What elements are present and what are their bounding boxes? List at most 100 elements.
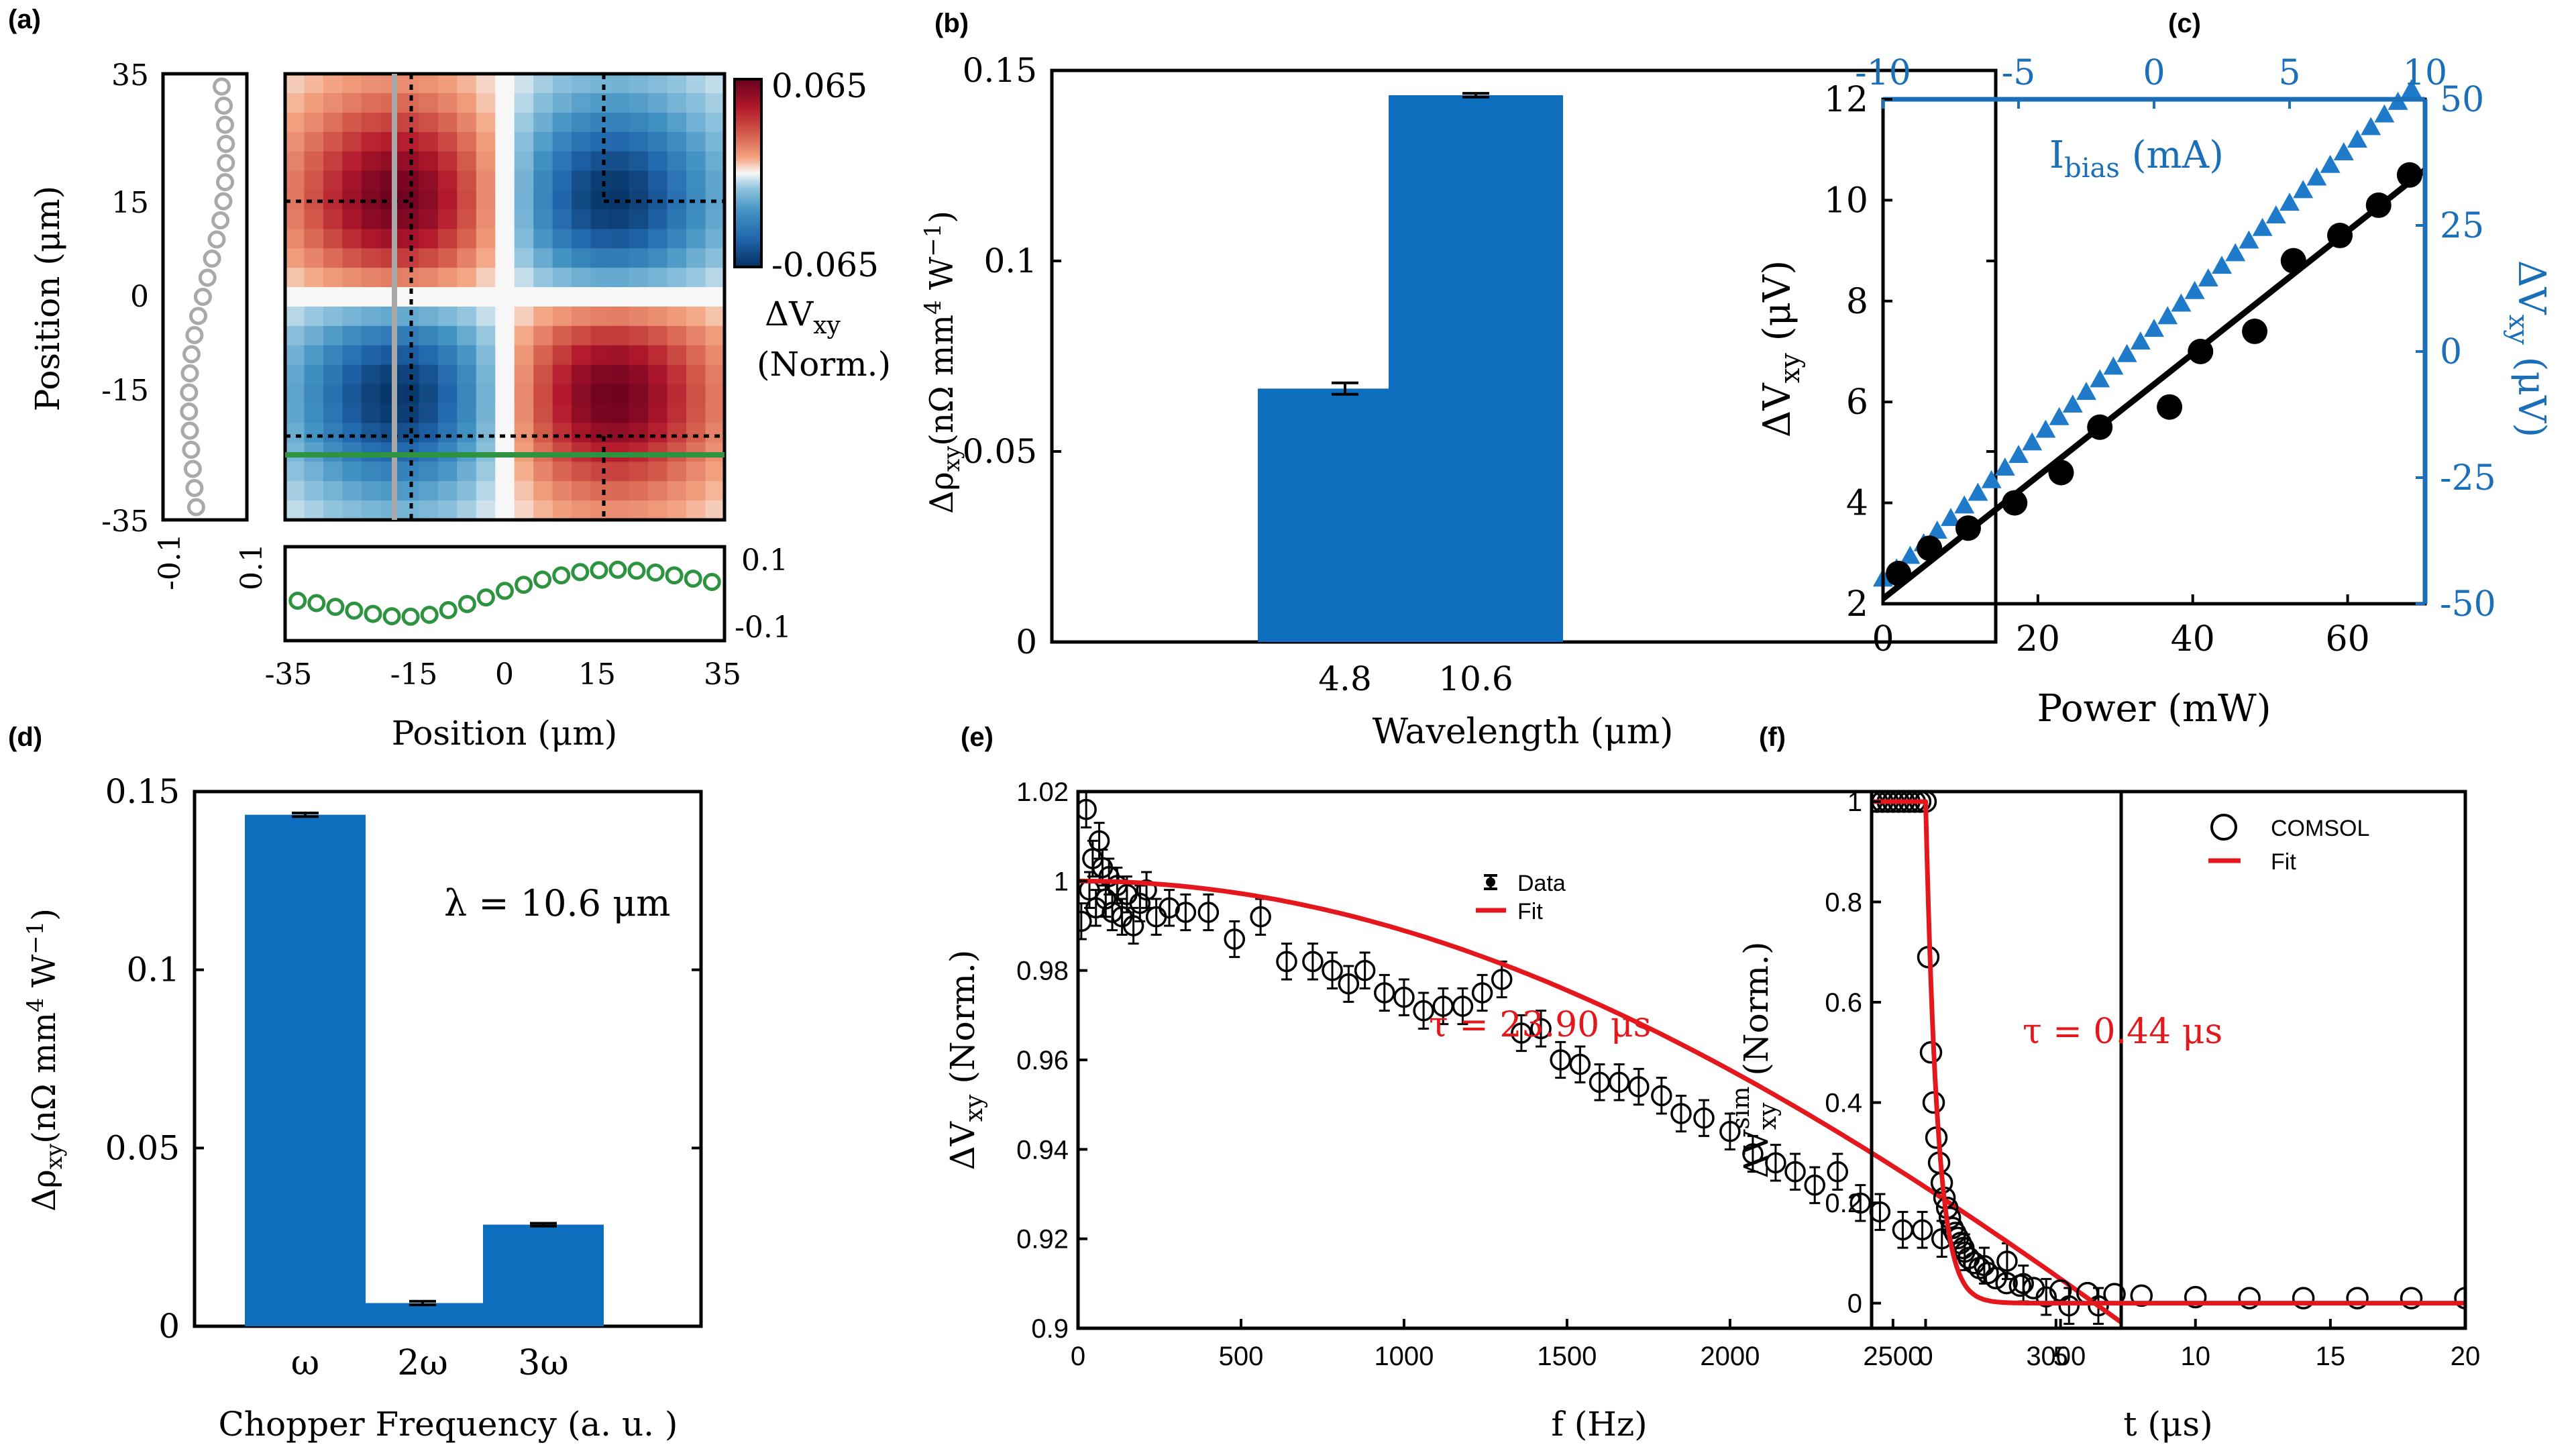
heatmap-cell bbox=[514, 268, 534, 288]
heatmap-cell bbox=[323, 268, 343, 288]
a-ylabel: Position (μm) bbox=[28, 186, 67, 412]
heatmap-cell bbox=[590, 268, 610, 288]
heatmap-cell bbox=[342, 287, 362, 307]
heatmap-cell bbox=[629, 268, 649, 288]
heatmap-cell bbox=[380, 481, 400, 501]
heatmap-cell bbox=[361, 306, 381, 327]
c-triangle-point bbox=[2279, 193, 2300, 211]
heatmap-cell bbox=[648, 384, 668, 405]
panel-f: (f) 0 5 10 15 20 0 0.2 0.4 0.6 0.8 1 COMSOL Fit τ … bbox=[1727, 722, 2480, 1444]
heatmap-cell bbox=[552, 170, 572, 191]
e-data-point bbox=[1224, 928, 1245, 950]
heatmap-cell bbox=[476, 268, 496, 288]
a-bottom-ytick: -0.1 bbox=[735, 610, 792, 645]
e-y-tick-label: 1.02 bbox=[1016, 777, 1069, 807]
heatmap-cell bbox=[705, 209, 725, 229]
heatmap-cell bbox=[361, 170, 381, 191]
e-data-point bbox=[1608, 1071, 1630, 1093]
e-data-point bbox=[1511, 1022, 1532, 1044]
a-left-point bbox=[217, 135, 235, 153]
heatmap-cell bbox=[495, 170, 515, 191]
heatmap-cell bbox=[342, 345, 362, 366]
heatmap-cell bbox=[361, 131, 381, 152]
heatmap-cell bbox=[590, 112, 610, 133]
heatmap-cell bbox=[667, 345, 687, 366]
heatmap-cell bbox=[399, 112, 419, 133]
e-data-point bbox=[1095, 888, 1117, 910]
heatmap-cell bbox=[342, 306, 362, 327]
a-left-point bbox=[185, 479, 204, 497]
a-bottom-point bbox=[401, 607, 420, 626]
heatmap-cell bbox=[705, 287, 725, 307]
a-bottom-point bbox=[382, 607, 401, 626]
heatmap-cell bbox=[514, 384, 534, 405]
heatmap-cell bbox=[361, 384, 381, 405]
heatmap-cell bbox=[361, 364, 381, 385]
heatmap-cell bbox=[648, 229, 668, 249]
x-tick-label: 3ω bbox=[518, 1343, 569, 1383]
heatmap-cell bbox=[495, 229, 515, 249]
heatmap-cell bbox=[304, 384, 324, 405]
e-data-point bbox=[1742, 1143, 1764, 1165]
a-bottom-point bbox=[345, 601, 364, 620]
heatmap-cell bbox=[419, 462, 439, 482]
heatmap-cell bbox=[705, 170, 725, 191]
d-xlabel: Chopper Frequency (a. u. ) bbox=[219, 1405, 678, 1444]
heatmap-cell bbox=[610, 345, 630, 366]
heatmap-cell bbox=[629, 74, 649, 94]
heatmap-cell bbox=[361, 403, 381, 424]
heatmap-cell bbox=[380, 112, 400, 133]
heatmap-cell bbox=[361, 229, 381, 249]
e-data-point bbox=[1338, 973, 1360, 995]
heatmap-cell bbox=[457, 93, 477, 113]
heatmap-cell bbox=[610, 74, 630, 94]
heatmap-cell bbox=[667, 306, 687, 327]
d-xticks: ω 2ω 3ω bbox=[291, 1343, 569, 1383]
heatmap-cell bbox=[342, 500, 362, 521]
heatmap-cell bbox=[590, 481, 610, 501]
heatmap-cell bbox=[323, 500, 343, 521]
c-top-tick-label: 10 bbox=[2403, 53, 2447, 93]
c-triangle-point bbox=[2212, 256, 2232, 274]
heatmap-cell bbox=[399, 403, 419, 424]
heatmap-cell bbox=[323, 462, 343, 482]
heatmap-cell bbox=[533, 112, 553, 133]
heatmap-cell bbox=[705, 481, 725, 501]
heatmap-cell bbox=[590, 423, 610, 443]
heatmap-cell bbox=[476, 131, 496, 152]
heatmap-cell bbox=[476, 325, 496, 346]
heatmap-cell bbox=[552, 364, 572, 385]
c-triangle-point bbox=[2306, 167, 2327, 186]
c-x-tick-label: 0 bbox=[1872, 619, 1894, 659]
heatmap-cell bbox=[514, 190, 534, 210]
heatmap-cell bbox=[495, 384, 515, 405]
heatmap-cell bbox=[590, 248, 610, 268]
heatmap-cell bbox=[686, 112, 706, 133]
heatmap-cell bbox=[514, 423, 534, 443]
heatmap-cell bbox=[495, 481, 515, 501]
heatmap-cell bbox=[686, 462, 706, 482]
heatmap-cell bbox=[572, 209, 592, 229]
heatmap-cell bbox=[437, 364, 458, 385]
heatmap-cell bbox=[457, 248, 477, 268]
f-y-tick-label: 0 bbox=[1847, 1289, 1862, 1319]
heatmap-cell bbox=[590, 131, 610, 152]
heatmap-cell bbox=[648, 112, 668, 133]
heatmap-cell bbox=[476, 229, 496, 249]
a-left-yticks: 35 15 0 -15 -35 bbox=[101, 58, 149, 539]
heatmap-cell bbox=[667, 74, 687, 94]
heatmap-cell bbox=[399, 423, 419, 443]
heatmap-cell bbox=[610, 93, 630, 113]
heatmap-cell bbox=[399, 462, 419, 482]
bar bbox=[362, 1303, 483, 1326]
heatmap-cell bbox=[323, 229, 343, 249]
f-x-tick-label: 15 bbox=[2316, 1342, 2346, 1371]
heatmap-cell bbox=[342, 151, 362, 172]
e-y-tick-label: 0.98 bbox=[1016, 957, 1069, 986]
e-x-tick-label: 1000 bbox=[1374, 1342, 1434, 1371]
c-triangle-point bbox=[2062, 394, 2083, 413]
heatmap-cell bbox=[610, 364, 630, 385]
heatmap-cell bbox=[648, 93, 668, 113]
heatmap-cell bbox=[514, 131, 534, 152]
